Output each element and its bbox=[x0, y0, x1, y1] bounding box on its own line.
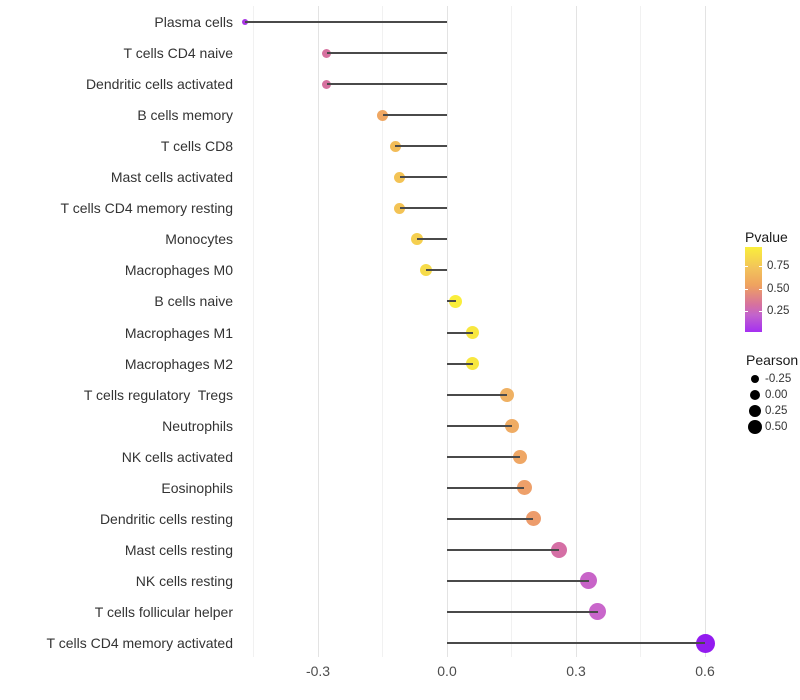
pvalue-tick-label: 0.75 bbox=[767, 259, 790, 272]
lollipop-stem bbox=[399, 176, 447, 179]
category-label: Monocytes bbox=[165, 231, 233, 248]
category-label: T cells regulatory Tregs bbox=[83, 386, 233, 403]
lollipop-dot bbox=[589, 603, 606, 621]
category-label: Eosinophils bbox=[161, 479, 233, 496]
lollipop-dot bbox=[580, 572, 598, 590]
lollipop-stem bbox=[447, 642, 705, 644]
lollipop-stem bbox=[416, 238, 447, 241]
lollipop-stem bbox=[447, 517, 533, 520]
category-label: Mast cells activated bbox=[110, 169, 233, 186]
major-gridline bbox=[317, 6, 319, 657]
lollipop-dot bbox=[449, 294, 463, 308]
pearson-legend-label: 0.00 bbox=[765, 389, 788, 401]
category-label: Macrophages M1 bbox=[124, 324, 233, 341]
category-label: T cells follicular helper bbox=[94, 603, 233, 620]
minor-gridline bbox=[640, 6, 641, 657]
x-axis-tick-label: 0.6 bbox=[695, 663, 715, 679]
category-label: T cells CD8 bbox=[160, 138, 233, 155]
lollipop-dot bbox=[504, 418, 519, 433]
lollipop-stem bbox=[399, 207, 447, 210]
lollipop-dot bbox=[695, 633, 715, 653]
lollipop-dot bbox=[525, 511, 541, 527]
lollipop-stem bbox=[447, 362, 473, 365]
pearson-legend-dot bbox=[750, 390, 760, 400]
category-label: B cells naive bbox=[154, 293, 233, 310]
lollipop-stem bbox=[382, 114, 447, 117]
pvalue-bar-tick bbox=[759, 310, 762, 312]
pvalue-tick-label: 0.25 bbox=[767, 304, 790, 317]
lollipop-stem bbox=[447, 331, 473, 334]
category-label: Macrophages M0 bbox=[124, 262, 233, 279]
lollipop-stem bbox=[244, 21, 447, 23]
major-gridline bbox=[575, 6, 577, 657]
lollipop-stem bbox=[326, 83, 447, 86]
major-gridline bbox=[704, 6, 706, 657]
lollipop-stem bbox=[447, 300, 456, 303]
pvalue-legend-title: Pvalue bbox=[745, 229, 788, 245]
category-label: NK cells activated bbox=[121, 448, 233, 465]
lollipop-dot bbox=[513, 449, 528, 464]
lollipop-stem bbox=[326, 52, 447, 55]
lollipop-stem bbox=[447, 610, 598, 613]
minor-gridline bbox=[253, 6, 254, 657]
lollipop-dot bbox=[516, 480, 532, 496]
lollipop-stem bbox=[447, 393, 508, 396]
category-label: Plasma cells bbox=[154, 14, 233, 30]
lollipop-stem bbox=[447, 424, 512, 427]
pearson-legend-dot bbox=[749, 405, 761, 417]
category-label: T cells CD4 memory activated bbox=[46, 635, 233, 651]
category-label: Neutrophils bbox=[162, 417, 233, 434]
pearson-legend-dot bbox=[748, 420, 762, 434]
pvalue-bar-tick bbox=[745, 310, 748, 312]
minor-gridline bbox=[382, 6, 383, 657]
category-label: T cells CD4 naive bbox=[123, 45, 233, 62]
pearson-legend-label: 0.25 bbox=[765, 405, 788, 417]
pearson-legend-label: 0.50 bbox=[765, 421, 788, 433]
minor-gridline bbox=[511, 6, 512, 657]
category-label: Macrophages M2 bbox=[124, 355, 233, 372]
pvalue-bar-tick bbox=[745, 288, 748, 290]
pvalue-bar-tick bbox=[745, 265, 748, 267]
lollipop-stem bbox=[425, 269, 447, 272]
lollipop-dot bbox=[500, 387, 515, 402]
pvalue-tick-label: 0.50 bbox=[767, 282, 790, 295]
lollipop-dot bbox=[550, 541, 567, 558]
pearson-legend-dot bbox=[751, 375, 759, 383]
lollipop-stem bbox=[447, 455, 521, 458]
pearson-legend-title: Pearson bbox=[746, 352, 799, 368]
category-label: Mast cells resting bbox=[124, 541, 233, 558]
category-label: Dendritic cells activated bbox=[85, 76, 233, 93]
pvalue-bar-tick bbox=[759, 265, 762, 267]
pearson-legend-label: -0.25 bbox=[765, 373, 792, 385]
x-axis-tick-label: 0.0 bbox=[437, 663, 457, 679]
pvalue-gradient-bar bbox=[745, 247, 762, 332]
lollipop-stem bbox=[447, 486, 525, 489]
category-label: T cells CD4 memory resting bbox=[60, 200, 233, 217]
lollipop-stem bbox=[395, 145, 447, 148]
lollipop-stem bbox=[447, 579, 589, 582]
x-axis-tick-label: 0.3 bbox=[566, 663, 586, 679]
lollipop-dot bbox=[466, 326, 480, 339]
pvalue-bar-tick bbox=[759, 288, 762, 290]
category-label: NK cells resting bbox=[135, 572, 233, 589]
category-label: B cells memory bbox=[137, 107, 233, 124]
lollipop-dot bbox=[466, 357, 480, 371]
x-axis-tick-label: -0.3 bbox=[305, 663, 331, 679]
category-label: Dendritic cells resting bbox=[99, 510, 233, 527]
lollipop-stem bbox=[447, 548, 559, 551]
